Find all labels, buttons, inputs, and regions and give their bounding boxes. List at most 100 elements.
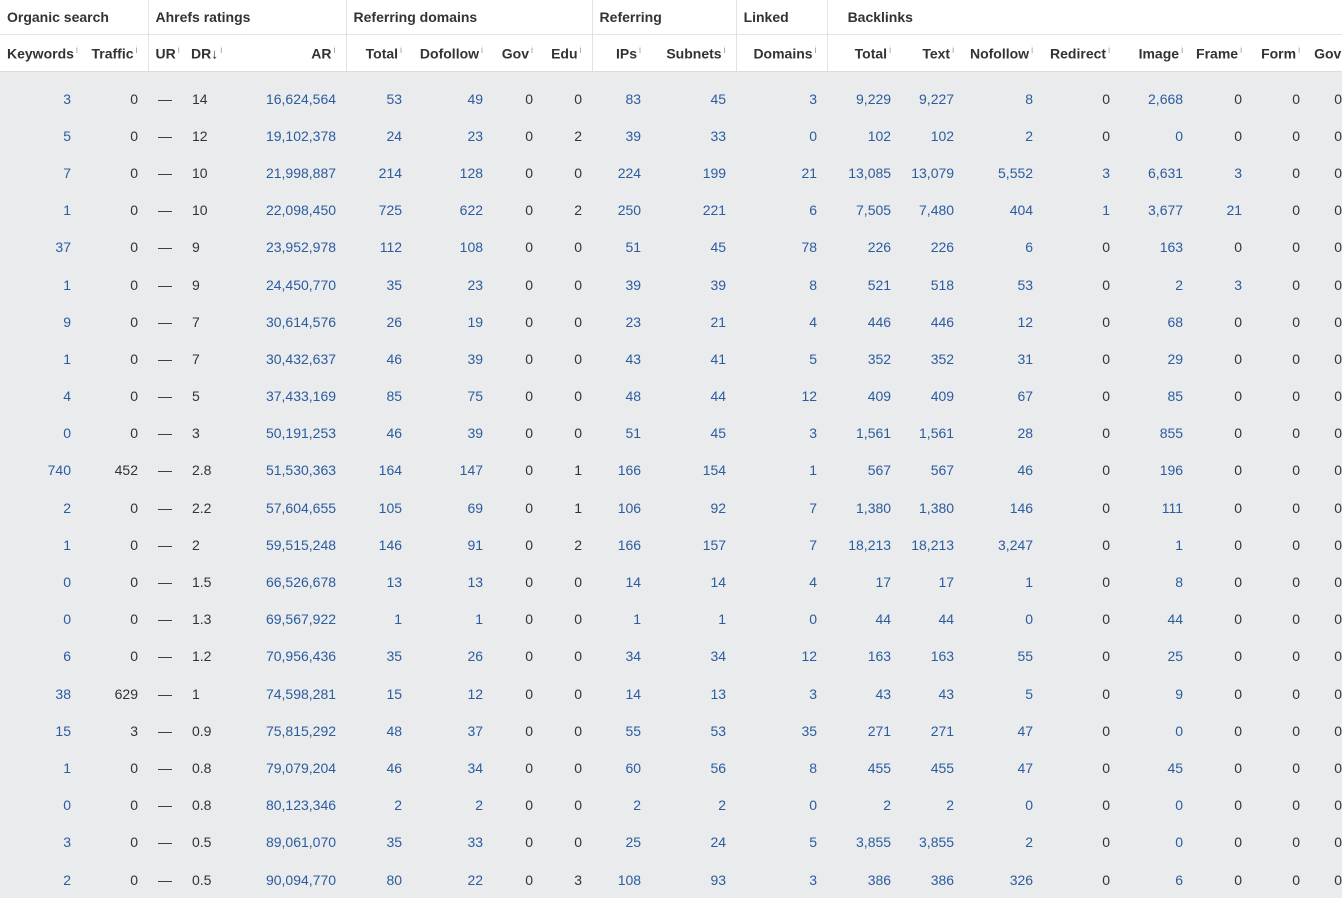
cell-bl-total[interactable]: 2 — [827, 787, 901, 824]
cell-ar[interactable]: 50,191,253 — [246, 415, 346, 452]
cell-rd-total[interactable]: 164 — [346, 452, 412, 489]
cell-keywords[interactable]: 3 — [0, 80, 81, 117]
cell-rd-dofollow[interactable]: 39 — [412, 340, 493, 377]
cell-keywords[interactable]: 6 — [0, 638, 81, 675]
cell-bl-text[interactable]: 163 — [901, 638, 964, 675]
cell-rd-dofollow[interactable]: 1 — [412, 601, 493, 638]
info-icon[interactable]: i — [178, 45, 180, 55]
cell-bl-total[interactable]: 3,855 — [827, 824, 901, 861]
cell-keywords[interactable]: 740 — [0, 452, 81, 489]
cell-linked-domains[interactable]: 3 — [736, 861, 827, 898]
cell-bl-text[interactable]: 44 — [901, 601, 964, 638]
cell-rd-dofollow[interactable]: 108 — [412, 229, 493, 266]
cell-subnets[interactable]: 24 — [651, 824, 736, 861]
cell-linked-domains[interactable]: 3 — [736, 415, 827, 452]
cell-bl-image[interactable]: 163 — [1120, 229, 1193, 266]
cell-ips[interactable]: 34 — [592, 638, 651, 675]
cell-ips[interactable]: 14 — [592, 563, 651, 600]
cell-bl-text[interactable]: 2 — [901, 787, 964, 824]
info-icon[interactable]: i — [639, 45, 641, 55]
cell-ar[interactable]: 21,998,887 — [246, 154, 346, 191]
cell-rd-dofollow[interactable]: 91 — [412, 526, 493, 563]
cell-bl-text[interactable]: 43 — [901, 675, 964, 712]
cell-bl-text[interactable]: 352 — [901, 340, 964, 377]
cell-bl-nofollow[interactable]: 55 — [964, 638, 1043, 675]
cell-bl-total[interactable]: 446 — [827, 303, 901, 340]
cell-subnets[interactable]: 1 — [651, 601, 736, 638]
cell-rd-total[interactable]: 48 — [346, 712, 412, 749]
cell-linked-domains[interactable]: 4 — [736, 563, 827, 600]
cell-keywords[interactable]: 9 — [0, 303, 81, 340]
cell-rd-total[interactable]: 35 — [346, 824, 412, 861]
cell-ips[interactable]: 106 — [592, 489, 651, 526]
cell-linked-domains[interactable]: 21 — [736, 154, 827, 191]
cell-subnets[interactable]: 53 — [651, 712, 736, 749]
cell-subnets[interactable]: 21 — [651, 303, 736, 340]
cell-bl-image[interactable]: 0 — [1120, 787, 1193, 824]
cell-keywords[interactable]: 0 — [0, 601, 81, 638]
cell-rd-dofollow[interactable]: 23 — [412, 266, 493, 303]
cell-keywords[interactable]: 1 — [0, 266, 81, 303]
info-icon[interactable]: i — [220, 45, 222, 55]
cell-ips[interactable]: 14 — [592, 675, 651, 712]
cell-rd-total[interactable]: 24 — [346, 117, 412, 154]
cell-bl-total[interactable]: 455 — [827, 749, 901, 786]
cell-bl-nofollow[interactable]: 5 — [964, 675, 1043, 712]
cell-ar[interactable]: 59,515,248 — [246, 526, 346, 563]
cell-ar[interactable]: 57,604,655 — [246, 489, 346, 526]
cell-bl-total[interactable]: 1,561 — [827, 415, 901, 452]
cell-rd-dofollow[interactable]: 39 — [412, 415, 493, 452]
cell-ips[interactable]: 48 — [592, 378, 651, 415]
cell-bl-text[interactable]: 386 — [901, 861, 964, 898]
cell-rd-total[interactable]: 112 — [346, 229, 412, 266]
cell-ips[interactable]: 39 — [592, 117, 651, 154]
cell-ar[interactable]: 22,098,450 — [246, 192, 346, 229]
cell-bl-image[interactable]: 2,668 — [1120, 80, 1193, 117]
cell-rd-dofollow[interactable]: 75 — [412, 378, 493, 415]
cell-linked-domains[interactable]: 8 — [736, 749, 827, 786]
cell-bl-image[interactable]: 3,677 — [1120, 192, 1193, 229]
cell-ar[interactable]: 16,624,564 — [246, 80, 346, 117]
cell-ar[interactable]: 51,530,363 — [246, 452, 346, 489]
cell-rd-dofollow[interactable]: 2 — [412, 787, 493, 824]
cell-ips[interactable]: 83 — [592, 80, 651, 117]
cell-bl-total[interactable]: 386 — [827, 861, 901, 898]
cell-bl-image[interactable]: 855 — [1120, 415, 1193, 452]
cell-bl-frame[interactable]: 3 — [1193, 266, 1252, 303]
cell-bl-text[interactable]: 455 — [901, 749, 964, 786]
cell-bl-frame[interactable]: 21 — [1193, 192, 1252, 229]
cell-bl-text[interactable]: 102 — [901, 117, 964, 154]
cell-bl-nofollow[interactable]: 326 — [964, 861, 1043, 898]
cell-subnets[interactable]: 45 — [651, 229, 736, 266]
cell-bl-image[interactable]: 6,631 — [1120, 154, 1193, 191]
cell-keywords[interactable]: 7 — [0, 154, 81, 191]
cell-bl-text[interactable]: 271 — [901, 712, 964, 749]
cell-bl-nofollow[interactable]: 404 — [964, 192, 1043, 229]
cell-rd-total[interactable]: 26 — [346, 303, 412, 340]
info-icon[interactable]: i — [76, 45, 78, 55]
cell-ips[interactable]: 51 — [592, 415, 651, 452]
cell-rd-dofollow[interactable]: 147 — [412, 452, 493, 489]
cell-bl-image[interactable]: 25 — [1120, 638, 1193, 675]
cell-bl-nofollow[interactable]: 12 — [964, 303, 1043, 340]
cell-keywords[interactable]: 0 — [0, 415, 81, 452]
cell-keywords[interactable]: 0 — [0, 787, 81, 824]
cell-bl-nofollow[interactable]: 46 — [964, 452, 1043, 489]
cell-rd-total[interactable]: 1 — [346, 601, 412, 638]
cell-bl-image[interactable]: 0 — [1120, 824, 1193, 861]
cell-keywords[interactable]: 4 — [0, 378, 81, 415]
cell-linked-domains[interactable]: 8 — [736, 266, 827, 303]
cell-rd-total[interactable]: 146 — [346, 526, 412, 563]
cell-linked-domains[interactable]: 7 — [736, 526, 827, 563]
info-icon[interactable]: i — [815, 45, 817, 55]
cell-bl-nofollow[interactable]: 31 — [964, 340, 1043, 377]
cell-ips[interactable]: 224 — [592, 154, 651, 191]
cell-linked-domains[interactable]: 12 — [736, 378, 827, 415]
cell-ar[interactable]: 19,102,378 — [246, 117, 346, 154]
cell-ips[interactable]: 23 — [592, 303, 651, 340]
info-icon[interactable]: i — [580, 45, 582, 55]
cell-keywords[interactable]: 1 — [0, 526, 81, 563]
cell-ips[interactable]: 25 — [592, 824, 651, 861]
